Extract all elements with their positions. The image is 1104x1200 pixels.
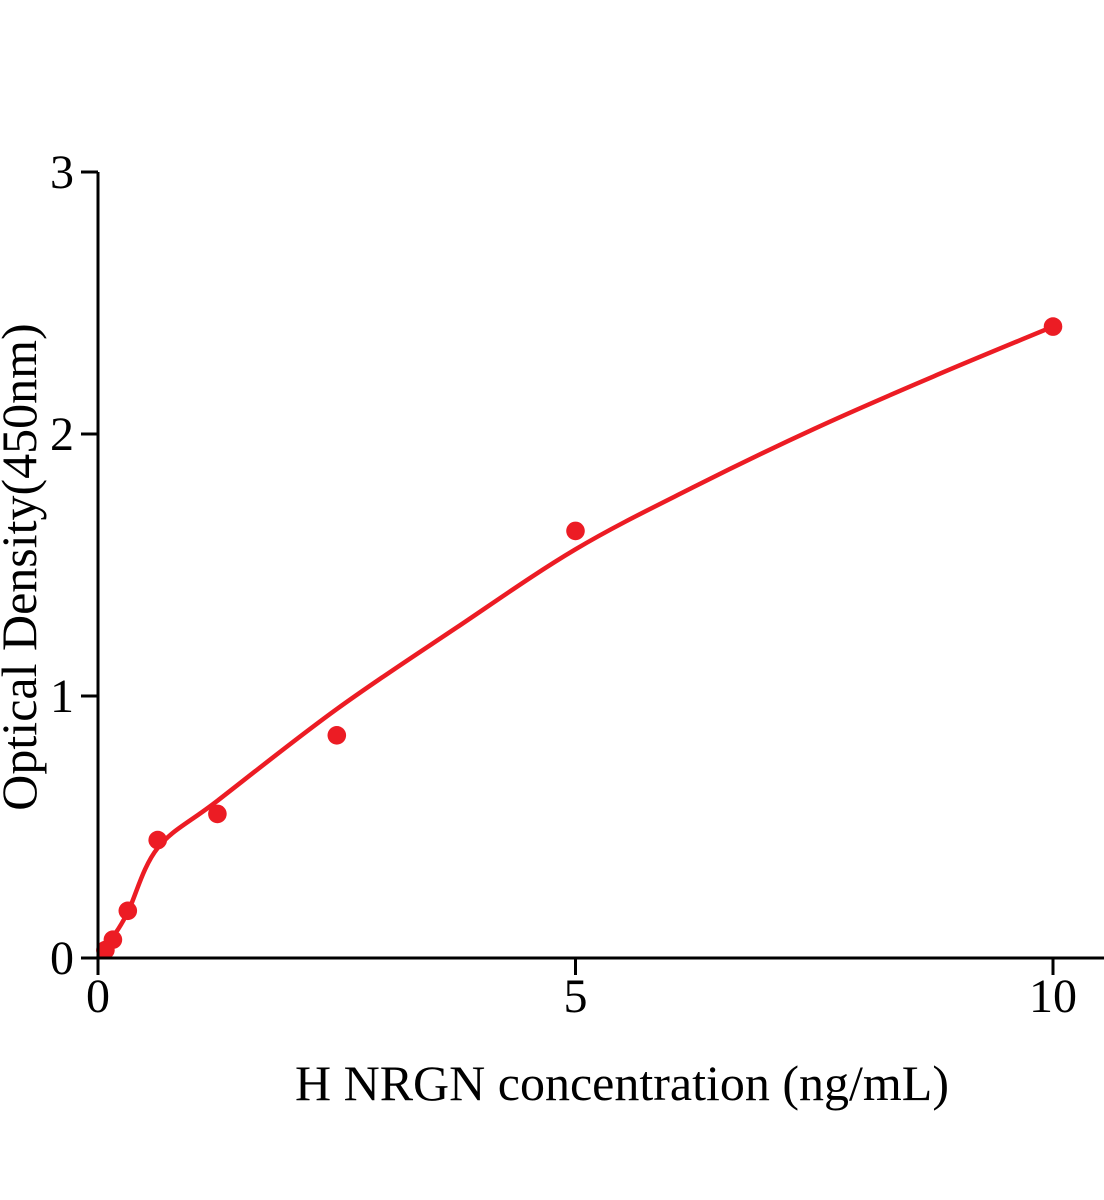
data-point [327, 726, 347, 745]
data-point [566, 521, 585, 541]
y-tick-label: 3 [50, 146, 74, 199]
y-axis-title: Optical Density(450nm) [0, 323, 47, 810]
fit-curve-layer [95, 324, 1056, 961]
y-tick-label: 2 [50, 408, 74, 461]
data-points-layer [96, 317, 1063, 960]
data-point [118, 901, 138, 921]
x-axis-title: H NRGN concentration (ng/mL) [295, 1055, 949, 1111]
x-tick-label: 0 [86, 970, 110, 1023]
x-tick-label: 5 [564, 970, 588, 1023]
data-point [1043, 317, 1063, 336]
y-tick-label: 0 [50, 932, 74, 985]
tick-labels-layer: 0 1 2 3 0 5 10 [50, 146, 1077, 1023]
tick-marks-layer [81, 170, 1055, 975]
axes-layer [96, 172, 1104, 960]
y-tick-label: 1 [50, 670, 74, 723]
data-point [148, 830, 167, 850]
data-point [208, 804, 227, 824]
data-point [103, 930, 123, 949]
x-tick-label: 10 [1029, 970, 1077, 1023]
fit-curve [95, 324, 1056, 961]
